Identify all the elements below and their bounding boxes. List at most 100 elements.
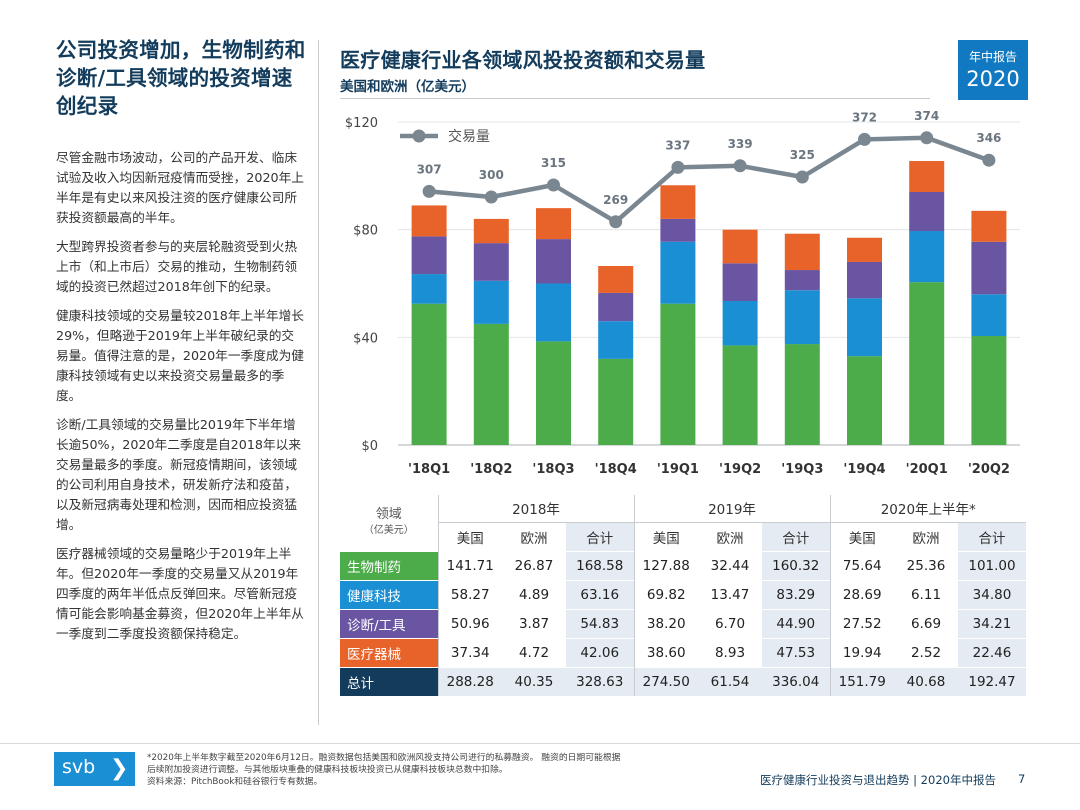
footer-rule [0,743,1080,744]
data-label: 307 [417,162,442,176]
data-label: 315 [541,156,566,170]
bar-segment-1 [536,283,571,342]
column-divider [318,40,319,725]
badge-label: 年中报告 [968,50,1017,64]
table-cell: 38.20 [633,608,698,638]
left-column: 公司投资增加，生物制药和诊断/工具领域的投资增速创纪录 尽管金融市场波动，公司的… [56,36,306,653]
table-row: 健康科技 58.27 4.89 63.16 69.82 13.47 83.29 28.69 6.… [340,579,1026,609]
x-tick-label: '19Q3 [781,462,823,477]
bar-segment-1 [784,290,820,345]
paragraph: 健康科技领域的交易量较2018年上半年增长29%，但略逊于2019年上半年破纪录… [56,308,304,403]
footnote-line: *2020年上半年数字截至2020年6月12日。融资数据包括美国和欧洲风投支持公… [147,753,621,763]
bar-segment-3 [971,210,1007,242]
table-cell: 34.80 [958,579,1026,609]
line-point [795,170,809,184]
logo-text: svb [62,756,96,778]
bar-segment-3 [660,185,696,219]
table-cell: 13.47 [698,579,762,609]
footnote-line: 资料来源：PitchBook和硅谷银行专有数据。 [147,777,323,787]
table-cell: 160.32 [762,550,830,580]
table-corner: 领域 （亿美元） [340,495,438,551]
table-cell: 6.11 [894,579,958,609]
col-header-eu: 欧洲 [520,530,548,547]
line-point [671,160,685,174]
table-cell: 40.68 [894,666,958,696]
line-point [920,131,934,145]
table-cell: 151.79 [829,666,894,696]
report-name: 医疗健康行业投资与退出趋势 | 2020年中报告 [760,773,996,787]
table-cell: 274.50 [633,666,698,696]
bar-segment-2 [660,218,696,242]
bar-segment-2 [971,241,1007,295]
bar-segment-2 [784,270,820,291]
table-row: 生物制药 141.71 26.87 168.58 127.88 32.44 160.32 75… [340,550,1026,580]
table-cell: 4.89 [502,579,566,609]
table-cell: 44.90 [762,608,830,638]
col-header-eu: 欧洲 [912,530,940,547]
chart-subtitle: 美国和欧洲（亿美元） [340,79,475,95]
table-cell: 6.70 [698,608,762,638]
bar-segment-2 [847,261,882,299]
bar-segment-3 [473,218,509,244]
table-cell: 8.93 [698,637,762,667]
col-header-us: 美国 [633,522,698,551]
table-cell: 69.82 [633,579,698,609]
table-cell: 168.58 [566,550,634,580]
y-tick-label: $80 [353,224,378,239]
bar-segment-1 [909,231,945,283]
table-cell: 4.72 [502,637,566,667]
row-label: 总计 [340,666,438,696]
table-cell: 75.64 [829,550,894,580]
col-header-total: 合计 [566,522,634,551]
line-point [422,184,436,198]
y-tick-label: $0 [361,439,378,454]
bar-segment-2 [909,191,945,232]
badge-year: 2020 [966,67,1020,91]
table-cell: 32.44 [698,550,762,580]
paragraph: 大型跨界投资者参与的夹层轮融资受到火热上市（和上市后）交易的推动，生物制药领域的… [56,239,298,294]
table-cell: 192.47 [958,666,1026,696]
bar-segment-0 [971,335,1007,445]
table-row: 总计 288.28 40.35 328.63 274.50 61.54 336.04 151.… [340,666,1026,696]
y-tick-label: $120 [345,116,378,131]
bar-segment-1 [473,280,509,324]
bar-segment-3 [722,229,758,264]
body-text: 尽管金融市场波动，公司的产品开发、临床试验及收入均因新冠疫情而受挫，2020年上… [56,148,306,644]
bar-segment-2 [473,243,509,281]
bar-segment-0 [411,303,447,445]
table-cell: 42.06 [566,637,634,667]
bar-segment-3 [909,161,945,192]
x-tick-label: '18Q1 [408,462,450,477]
bar-segment-0 [722,345,758,445]
data-label: 269 [603,193,628,207]
table-cell: 3.87 [502,608,566,638]
table-cell: 47.53 [762,637,830,667]
table-cell: 40.35 [502,666,566,696]
bar-segment-1 [722,300,758,346]
bar-segment-0 [473,323,509,445]
table-cell: 25.36 [894,550,958,580]
bar-segment-0 [598,358,634,445]
table-cell: 83.29 [762,579,830,609]
data-label: 372 [852,110,877,124]
table-cell: 38.60 [633,637,698,667]
data-label: 325 [790,148,815,162]
bar-segment-2 [536,239,571,284]
legend-label: 交易量 [448,128,490,145]
row-label: 医疗器械 [340,637,438,667]
table-cell: 328.63 [566,666,634,696]
row-label: 生物制药 [340,550,438,580]
year-header: 2018年 [437,495,634,523]
data-label: 339 [728,137,753,151]
bar-segment-1 [660,241,696,304]
table-row: 医疗器械 37.34 4.72 42.06 38.60 8.93 47.53 19.94 2.5… [340,637,1026,667]
table-cell: 58.27 [437,579,502,609]
investment-table: 领域 （亿美元） 2018年 2019年 2020年上半年* 美国 欧洲 合计 … [340,495,1026,696]
table-cell: 19.94 [829,637,894,667]
table-cell: 6.69 [894,608,958,638]
bar-segment-0 [660,303,696,445]
table-cell: 54.83 [566,608,634,638]
line-point [858,132,871,146]
paragraph: 尽管金融市场波动，公司的产品开发、临床试验及收入均因新冠疫情而受挫，2020年上… [56,150,304,225]
table-cell: 22.46 [958,637,1026,667]
